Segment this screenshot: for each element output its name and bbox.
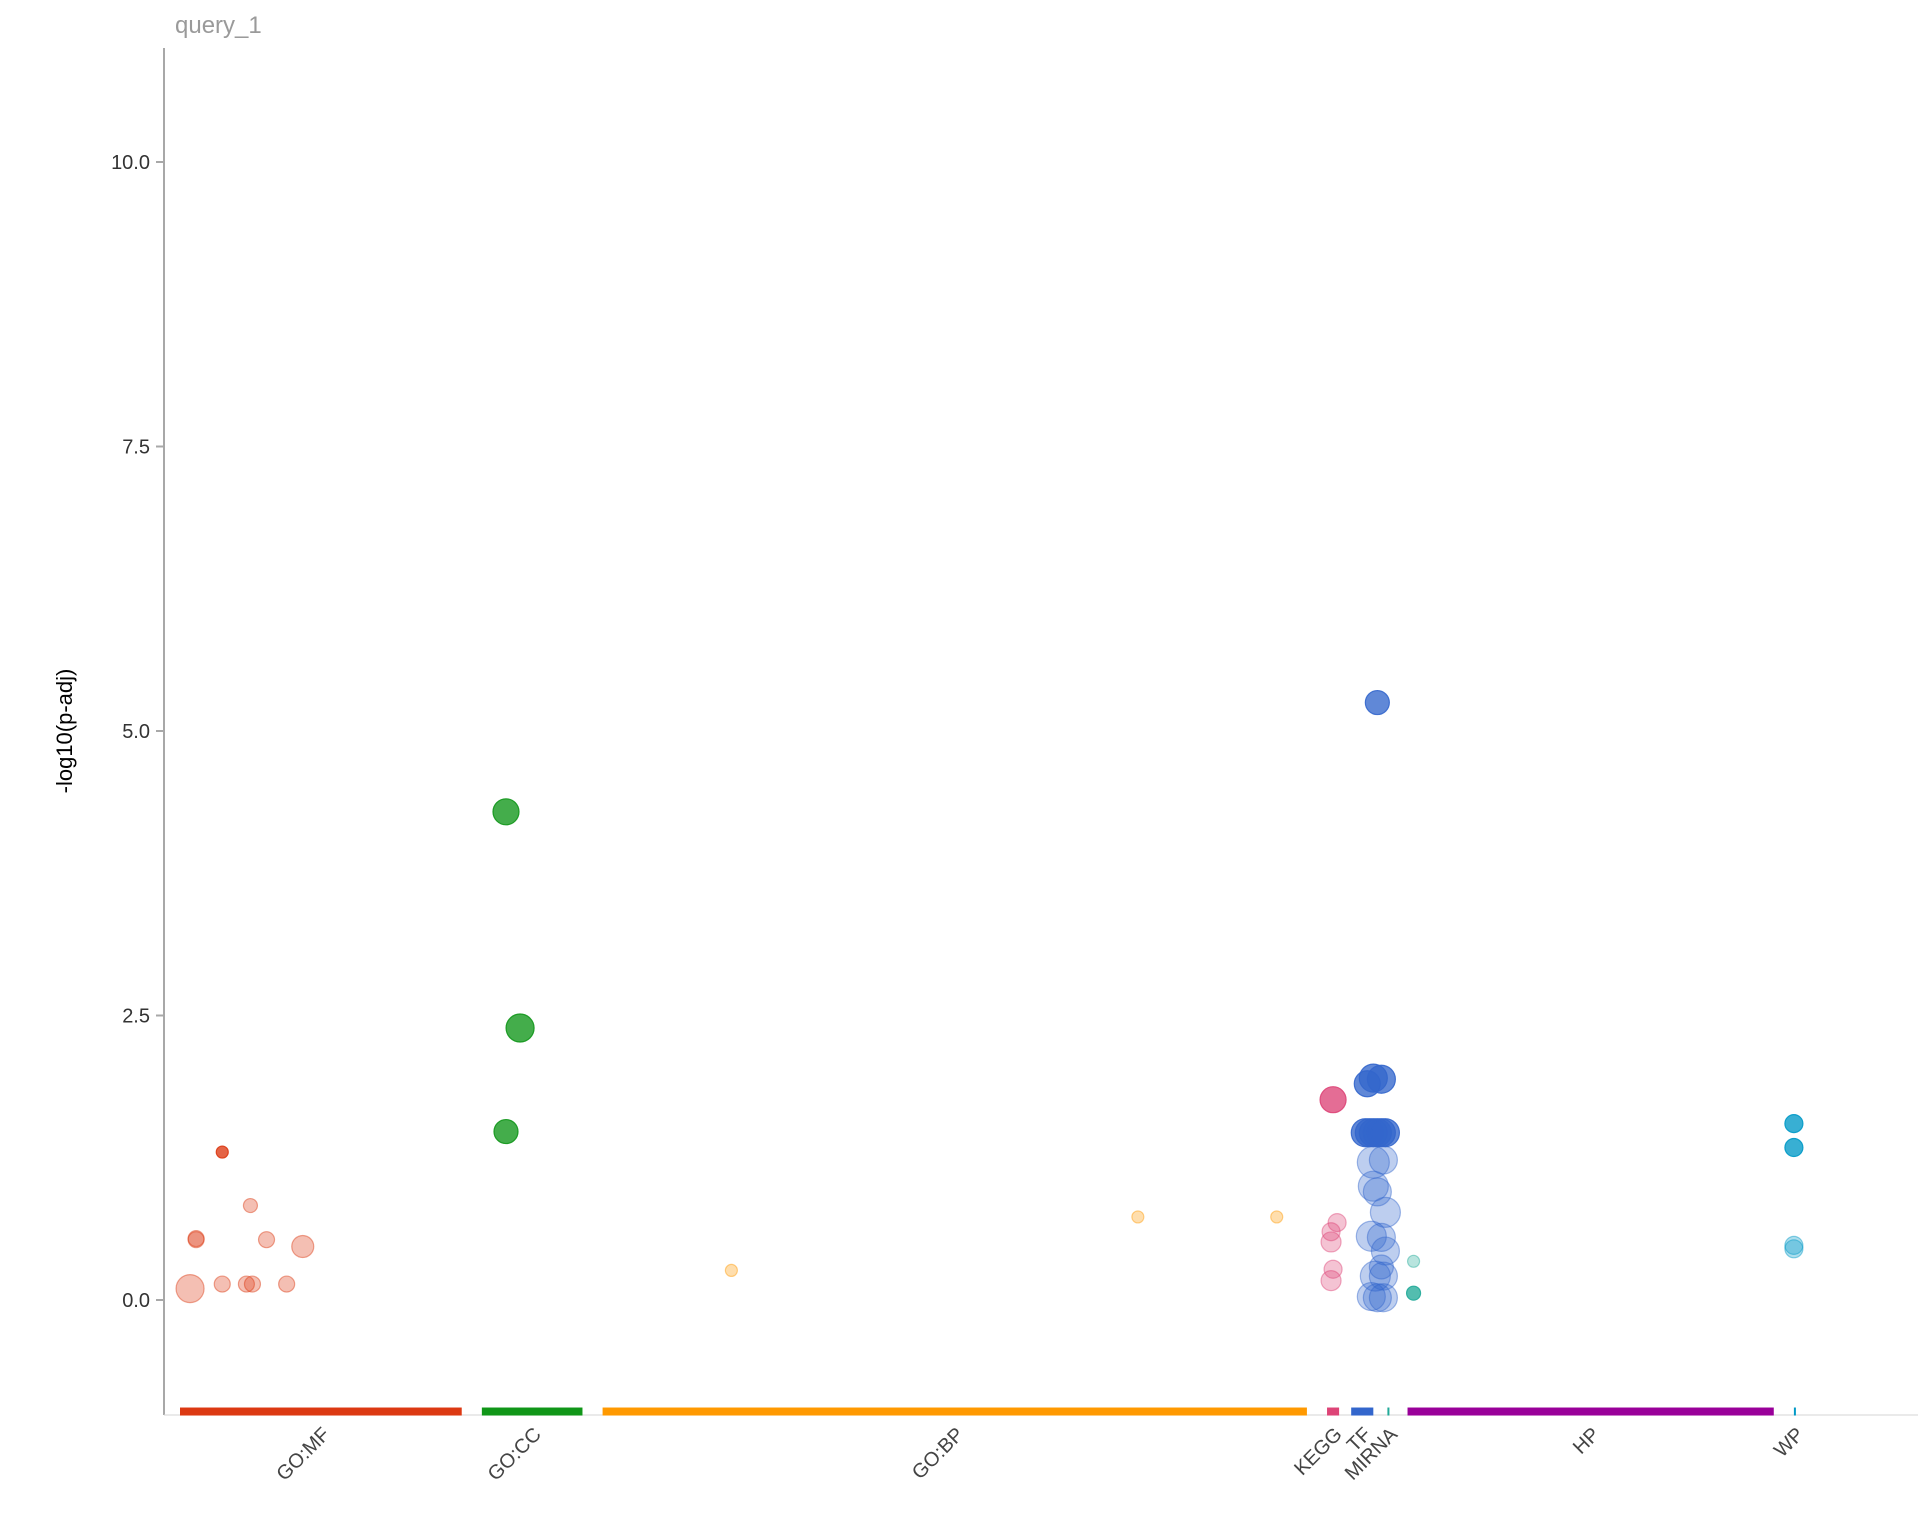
category-bar [180,1407,462,1416]
data-point[interactable] [1359,1260,1391,1292]
data-point[interactable] [1406,1254,1421,1268]
category-bar [1327,1407,1340,1416]
category-label: HP [1569,1424,1604,1459]
data-point[interactable] [1356,1281,1386,1312]
y-axis-label: -log10(p-adj) [52,669,77,794]
data-point[interactable] [1320,1231,1342,1253]
category-bar [1387,1407,1390,1416]
y-tick-label: 7.5 [122,437,150,459]
data-point[interactable] [237,1275,256,1293]
category-label: GO:CC [484,1424,546,1486]
data-point[interactable] [1368,1283,1398,1313]
data-point[interactable] [242,1197,259,1214]
data-point[interactable] [215,1145,229,1159]
category-label: KEGG [1290,1424,1346,1480]
data-point[interactable] [1323,1259,1343,1279]
data-point[interactable] [1321,1222,1341,1242]
data-point[interactable] [1784,1137,1804,1158]
data-point[interactable] [505,1013,535,1043]
data-point[interactable] [1405,1285,1422,1301]
data-point[interactable] [493,1118,519,1145]
category-bar [1793,1407,1796,1416]
data-point[interactable] [175,1274,205,1304]
data-point[interactable] [1369,1196,1401,1228]
data-point[interactable] [187,1231,205,1249]
data-point[interactable] [1319,1086,1347,1114]
category-bar [1407,1407,1774,1416]
category-label: MIRNA [1341,1423,1403,1485]
category-bar [481,1407,583,1416]
data-point[interactable] [1370,1236,1400,1266]
data-point[interactable] [1366,1222,1396,1253]
category-bar [1351,1407,1374,1416]
category-label: WP [1770,1424,1808,1462]
data-point[interactable] [291,1234,315,1259]
data-point[interactable] [1327,1213,1347,1233]
y-tick-label: 2.5 [122,1006,150,1028]
data-point[interactable] [187,1229,205,1248]
data-point[interactable] [243,1275,262,1293]
chart-title: query_1 [175,12,262,39]
data-point[interactable] [1320,1270,1342,1292]
category-label: GO:MF [272,1424,334,1486]
data-points [175,689,1804,1313]
data-point[interactable] [1368,1254,1394,1280]
category-label: GO:BP [908,1424,968,1484]
data-point[interactable] [724,1263,738,1278]
data-point[interactable] [278,1275,296,1293]
data-point[interactable] [1353,1070,1381,1098]
y-tick-label: 0.0 [122,1290,150,1312]
data-point[interactable] [1362,1177,1392,1207]
category-bar [602,1407,1307,1416]
y-axis-ticks: 0.0 2.5 5.0 7.5 10.0 [111,152,164,1312]
data-point[interactable] [1357,1170,1389,1202]
data-point[interactable] [1368,1145,1398,1175]
data-point[interactable] [1131,1210,1145,1224]
data-point[interactable] [492,798,520,826]
y-tick-label: 10.0 [111,152,150,174]
data-point[interactable] [1362,1283,1392,1313]
data-point[interactable] [1370,1118,1400,1148]
data-point[interactable] [1355,1220,1387,1252]
data-point[interactable] [1368,1261,1398,1291]
data-point[interactable] [1784,1114,1804,1134]
data-point[interactable] [1784,1235,1804,1255]
data-point[interactable] [1270,1210,1284,1224]
data-point[interactable] [1364,689,1390,716]
y-tick-label: 5.0 [122,721,150,743]
data-point[interactable] [213,1275,231,1293]
data-point[interactable] [1784,1239,1804,1259]
category-bars [180,1407,1796,1416]
data-point[interactable] [257,1231,276,1249]
